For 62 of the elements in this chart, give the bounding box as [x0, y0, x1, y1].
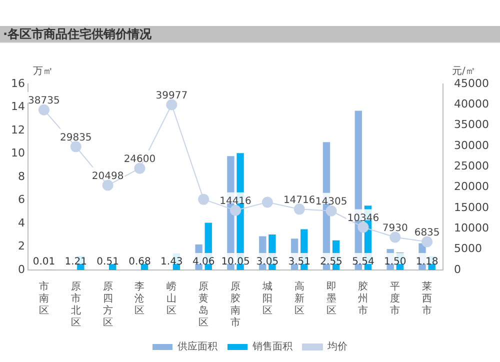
- x-tick-label: 即墨区: [326, 282, 336, 317]
- y-tick-label: 16: [10, 76, 25, 90]
- data-label: 24600: [124, 154, 156, 165]
- data-label: 38735: [28, 95, 60, 106]
- x-tick-label: 李沧区: [134, 280, 145, 317]
- y2-axis-title: 元/㎡: [452, 65, 476, 78]
- data-label: 0.68: [128, 256, 151, 268]
- data-label: 10346: [347, 212, 380, 224]
- y-tick-label: 2: [18, 240, 25, 253]
- y2-tick-label: 15000: [454, 200, 490, 214]
- data-label: 5.54: [352, 256, 374, 268]
- x-tick-label: 原胶南市: [230, 282, 240, 329]
- y2-tick-label: 45000: [454, 76, 490, 90]
- x-tick-label: 高新区: [294, 280, 304, 317]
- data-label: 7930: [382, 222, 408, 234]
- data-label: 1.43: [160, 256, 183, 268]
- data-label: 0.01: [32, 256, 56, 268]
- data-label: 14716: [283, 194, 316, 206]
- data-label: 1.18: [416, 256, 438, 268]
- x-tick-label: 原四方区: [102, 282, 113, 329]
- data-label: 14305: [315, 196, 348, 208]
- y-tick-label: 14: [10, 100, 25, 114]
- legend-label: 供应面积: [178, 340, 218, 353]
- y-tick-label: 10: [10, 146, 25, 160]
- data-label: 6835: [414, 227, 440, 238]
- x-tick-label: 市南区: [38, 280, 49, 317]
- data-label: 2.55: [320, 256, 342, 268]
- x-tick-label: 莱西市: [422, 280, 432, 317]
- data-label: 14416: [220, 196, 252, 208]
- legend-label: 均价: [326, 340, 348, 353]
- y2-tick-label: 0: [454, 262, 462, 276]
- x-tick-label: 城阳区: [261, 280, 272, 317]
- x-tick-label: 胶州市: [358, 280, 368, 317]
- y2-tick-label: 30000: [454, 138, 490, 152]
- data-label: 39977: [156, 90, 188, 102]
- y-tick-label: 4: [18, 216, 25, 230]
- y2-tick-label: 35000: [454, 118, 490, 132]
- x-tick-label: 崂山区: [166, 280, 177, 317]
- x-tick-label: 平度市: [390, 282, 400, 317]
- chart-title: ·各区市商品住宅供销价情况: [0, 26, 500, 43]
- data-label: 1.50: [384, 256, 406, 268]
- data-label: 0.51: [96, 256, 119, 268]
- y2-tick-label: 10000: [454, 222, 490, 235]
- data-label: 3.51: [288, 256, 310, 268]
- y2-tick-label: 20000: [454, 180, 490, 194]
- y-tick-label: 0: [18, 262, 25, 276]
- y2-tick-label: 5000: [454, 242, 482, 256]
- x-tick-label: 原市北区: [70, 282, 81, 329]
- y-tick-label: 8: [18, 170, 25, 183]
- x-tick-label: 原黄岛区: [198, 282, 209, 329]
- y2-tick-label: 40000: [454, 98, 490, 111]
- data-label: 20498: [92, 170, 124, 182]
- y-axis-title: 万㎡: [33, 65, 53, 78]
- y-tick-label: 12: [10, 123, 25, 136]
- data-label: 4.06: [192, 256, 215, 268]
- legend-label: 销售面积: [252, 340, 292, 353]
- y-tick-label: 6: [18, 193, 25, 206]
- data-label: 29835: [60, 132, 92, 144]
- data-label: 10.05: [221, 256, 250, 268]
- data-label: 3.05: [256, 256, 279, 268]
- data-label: 1.21: [64, 256, 88, 268]
- y2-tick-label: 25000: [454, 160, 490, 173]
